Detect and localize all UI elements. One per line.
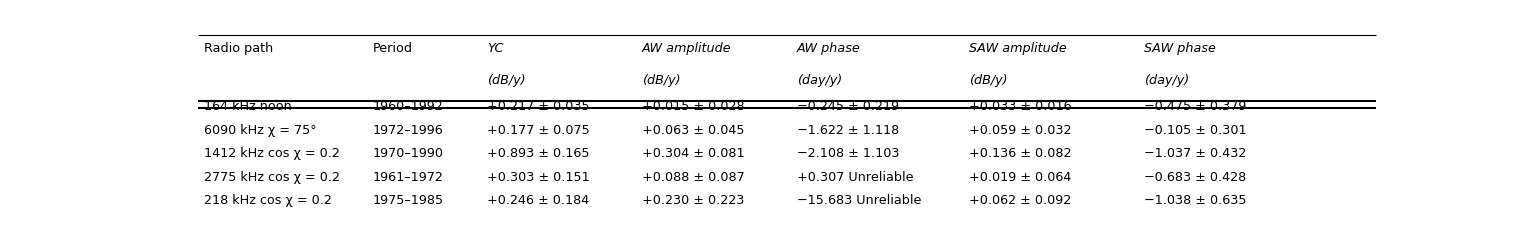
- Text: +0.307 Unreliable: +0.307 Unreliable: [797, 171, 914, 184]
- Text: +0.136 ± 0.082: +0.136 ± 0.082: [969, 147, 1072, 160]
- Text: −1.037 ± 0.432: −1.037 ± 0.432: [1144, 147, 1247, 160]
- Text: +0.019 ± 0.064: +0.019 ± 0.064: [969, 171, 1072, 184]
- Text: −1.622 ± 1.118: −1.622 ± 1.118: [797, 124, 899, 137]
- Text: +0.015 ± 0.028: +0.015 ± 0.028: [642, 100, 745, 113]
- Text: +0.303 ± 0.151: +0.303 ± 0.151: [487, 171, 590, 184]
- Text: 1961–1972: 1961–1972: [373, 171, 444, 184]
- Text: +0.063 ± 0.045: +0.063 ± 0.045: [642, 124, 745, 137]
- Text: (dB/y): (dB/y): [969, 74, 1008, 87]
- Text: 218 kHz cos χ = 0.2: 218 kHz cos χ = 0.2: [204, 194, 332, 207]
- Text: +0.246 ± 0.184: +0.246 ± 0.184: [487, 194, 590, 207]
- Text: SAW amplitude: SAW amplitude: [969, 42, 1068, 55]
- Text: 1970–1990: 1970–1990: [373, 147, 444, 160]
- Text: −2.108 ± 1.103: −2.108 ± 1.103: [797, 147, 899, 160]
- Text: 1975–1985: 1975–1985: [373, 194, 444, 207]
- Text: +0.893 ± 0.165: +0.893 ± 0.165: [487, 147, 590, 160]
- Text: SAW phase: SAW phase: [1144, 42, 1217, 55]
- Text: (dB/y): (dB/y): [487, 74, 525, 87]
- Text: −1.038 ± 0.635: −1.038 ± 0.635: [1144, 194, 1247, 207]
- Text: +0.230 ± 0.223: +0.230 ± 0.223: [642, 194, 745, 207]
- Text: (day/y): (day/y): [797, 74, 842, 87]
- Text: YC: YC: [487, 42, 504, 55]
- Text: +0.217 ± 0.035: +0.217 ± 0.035: [487, 100, 590, 113]
- Text: Period: Period: [373, 42, 413, 55]
- Text: −0.683 ± 0.428: −0.683 ± 0.428: [1144, 171, 1247, 184]
- Text: (day/y): (day/y): [1144, 74, 1189, 87]
- Text: +0.088 ± 0.087: +0.088 ± 0.087: [642, 171, 745, 184]
- Text: 1972–1996: 1972–1996: [373, 124, 444, 137]
- Text: −15.683 Unreliable: −15.683 Unreliable: [797, 194, 922, 207]
- Text: −0.475 ± 0.379: −0.475 ± 0.379: [1144, 100, 1247, 113]
- Text: +0.033 ± 0.016: +0.033 ± 0.016: [969, 100, 1072, 113]
- Text: (dB/y): (dB/y): [642, 74, 680, 87]
- Text: 1412 kHz cos χ = 0.2: 1412 kHz cos χ = 0.2: [204, 147, 339, 160]
- Text: +0.062 ± 0.092: +0.062 ± 0.092: [969, 194, 1072, 207]
- Text: +0.177 ± 0.075: +0.177 ± 0.075: [487, 124, 590, 137]
- Text: AW amplitude: AW amplitude: [642, 42, 731, 55]
- Text: Radio path: Radio path: [204, 42, 273, 55]
- Text: +0.059 ± 0.032: +0.059 ± 0.032: [969, 124, 1072, 137]
- Text: −0.105 ± 0.301: −0.105 ± 0.301: [1144, 124, 1247, 137]
- Text: AW phase: AW phase: [797, 42, 860, 55]
- Text: 164 kHz noon: 164 kHz noon: [204, 100, 292, 113]
- Text: 6090 kHz χ = 75°: 6090 kHz χ = 75°: [204, 124, 316, 137]
- Text: 1960–1992: 1960–1992: [373, 100, 444, 113]
- Text: +0.304 ± 0.081: +0.304 ± 0.081: [642, 147, 745, 160]
- Text: −0.245 ± 0.219: −0.245 ± 0.219: [797, 100, 899, 113]
- Text: 2775 kHz cos χ = 0.2: 2775 kHz cos χ = 0.2: [204, 171, 339, 184]
